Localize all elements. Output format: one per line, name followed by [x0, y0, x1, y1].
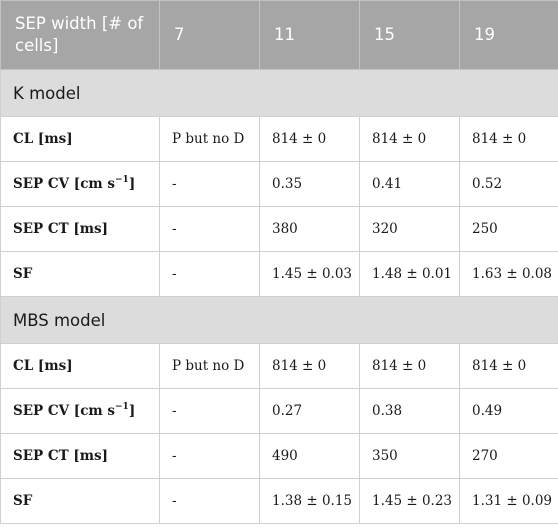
- row-label-tail: ]: [128, 403, 136, 419]
- table-cell: P but no D: [159, 116, 260, 162]
- table-cell: 270: [459, 433, 558, 479]
- table-cell: 320: [359, 206, 460, 252]
- header-col-7: 7: [159, 0, 260, 70]
- table-cell: -: [159, 161, 260, 207]
- row-label-text: SEP CV [cm s: [13, 176, 116, 192]
- header-sep-width: SEP width [# of cells]: [0, 0, 160, 70]
- table-row: CL [ms] P but no D 814 ± 0 814 ± 0 814 ±…: [0, 343, 558, 389]
- table-cell: -: [159, 478, 260, 524]
- table-cell: -: [159, 206, 260, 252]
- table-row: SEP CV [cm s−1] - 0.35 0.41 0.52: [0, 161, 558, 207]
- table-cell: -: [159, 388, 260, 434]
- row-label-tail: ]: [128, 176, 136, 192]
- row-label: SF: [0, 478, 160, 524]
- row-label: SEP CV [cm s−1]: [0, 388, 160, 434]
- table-cell: 1.45 ± 0.03: [259, 251, 360, 297]
- table-cell: -: [159, 251, 260, 297]
- table-cell: 814 ± 0: [359, 343, 460, 389]
- table-cell: 1.48 ± 0.01: [359, 251, 460, 297]
- table-cell: 814 ± 0: [259, 343, 360, 389]
- row-label: SF: [0, 251, 160, 297]
- row-label-superscript: −1: [115, 174, 129, 185]
- table-cell: 0.35: [259, 161, 360, 207]
- table-cell: 1.63 ± 0.08: [459, 251, 558, 297]
- table-row: SEP CV [cm s−1] - 0.27 0.38 0.49: [0, 388, 558, 434]
- row-label-superscript: −1: [115, 401, 129, 412]
- table-cell: 1.31 ± 0.09: [459, 478, 558, 524]
- header-col-19: 19: [459, 0, 558, 70]
- row-label: SEP CT [ms]: [0, 206, 160, 252]
- header-row: SEP width [# of cells] 7 11 15 19: [0, 0, 558, 70]
- table-row: SEP CT [ms] - 490 350 270: [0, 433, 558, 479]
- table-cell: 1.38 ± 0.15: [259, 478, 360, 524]
- table-cell: -: [159, 433, 260, 479]
- table-cell: 814 ± 0: [459, 116, 558, 162]
- table-cell: 0.27: [259, 388, 360, 434]
- header-col-11: 11: [259, 0, 360, 70]
- table-row: SF - 1.38 ± 0.15 1.45 ± 0.23 1.31 ± 0.09: [0, 478, 558, 524]
- table-cell: 0.49: [459, 388, 558, 434]
- section-title: K model: [0, 69, 558, 117]
- section-row-mbs-model: MBS model: [0, 296, 558, 344]
- row-label: SEP CV [cm s−1]: [0, 161, 160, 207]
- table-cell: 380: [259, 206, 360, 252]
- table-cell: 814 ± 0: [459, 343, 558, 389]
- section-title: MBS model: [0, 296, 558, 344]
- table-cell: 814 ± 0: [359, 116, 460, 162]
- table-row: SEP CT [ms] - 380 320 250: [0, 206, 558, 252]
- row-label: CL [ms]: [0, 116, 160, 162]
- table-cell: 0.41: [359, 161, 460, 207]
- row-label: CL [ms]: [0, 343, 160, 389]
- table-cell: 0.38: [359, 388, 460, 434]
- table-cell: 1.45 ± 0.23: [359, 478, 460, 524]
- table-cell: 350: [359, 433, 460, 479]
- table-row: SF - 1.45 ± 0.03 1.48 ± 0.01 1.63 ± 0.08: [0, 251, 558, 297]
- table-cell: 0.52: [459, 161, 558, 207]
- section-row-k-model: K model: [0, 69, 558, 117]
- table-cell: 250: [459, 206, 558, 252]
- row-label-text: SEP CV [cm s: [13, 403, 116, 419]
- table-cell: P but no D: [159, 343, 260, 389]
- table-row: CL [ms] P but no D 814 ± 0 814 ± 0 814 ±…: [0, 116, 558, 162]
- row-label: SEP CT [ms]: [0, 433, 160, 479]
- table-cell: 490: [259, 433, 360, 479]
- table-cell: 814 ± 0: [259, 116, 360, 162]
- header-col-15: 15: [359, 0, 460, 70]
